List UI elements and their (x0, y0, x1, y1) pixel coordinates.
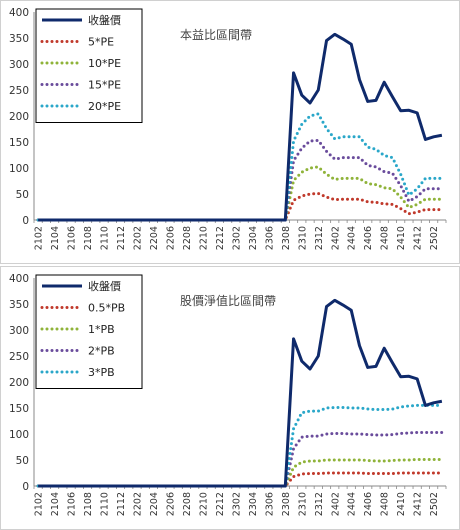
legend-box (35, 8, 143, 123)
x-tick-label: 2104 (50, 492, 61, 516)
x-tick-label: 2206 (165, 492, 176, 516)
legend-label: 3*PB (88, 366, 115, 379)
x-tick-label: 2108 (83, 492, 94, 516)
x-tick-label: 2306 (264, 492, 275, 516)
y-tick-label: 400 (9, 7, 29, 19)
legend-label: 0.5*PB (88, 302, 125, 315)
pb-band-chart-panel: 0 50 100 150 200 250 300 350 400 2102 2104 2106 210… (0, 266, 460, 530)
x-tick-label: 2312 (314, 226, 325, 250)
y-tick-label: 350 (9, 299, 29, 311)
x-tick-label: 2302 (231, 492, 242, 516)
x-tick-label: 2412 (413, 226, 424, 250)
x-tick-label: 2110 (100, 492, 111, 516)
x-tick-label: 2106 (67, 226, 78, 250)
x-tick-label: 2106 (67, 492, 78, 516)
y-tick-label: 350 (9, 33, 29, 45)
y-tick-label: 0 (22, 215, 29, 227)
series-line-2 (36, 165, 444, 222)
x-tick-label: 2310 (297, 226, 308, 250)
x-tick-label: 2202 (133, 226, 144, 250)
pe-band-chart: 0 50 100 150 200 250 300 350 400 2102 2104 2106 210… (0, 0, 460, 264)
legend-label: 20*PE (88, 100, 121, 113)
x-tick-label: 2308 (281, 492, 292, 516)
x-tick-label: 2502 (429, 492, 440, 516)
legend-label: 10*PE (88, 57, 121, 70)
legend-label: 1*PB (88, 323, 115, 336)
x-tick-label: 2412 (413, 492, 424, 516)
chart-title: 本益比區間帶 (180, 28, 252, 42)
legend-box (35, 274, 143, 389)
x-tick-label: 2404 (347, 226, 358, 250)
y-tick-label: 100 (9, 163, 29, 175)
x-tick-label: 2102 (34, 492, 45, 516)
series-line-1 (36, 471, 444, 488)
x-tick-label: 2308 (281, 226, 292, 250)
series-line-2 (36, 457, 444, 488)
x-tick-label: 2112 (116, 226, 127, 250)
y-tick-label: 300 (9, 325, 29, 337)
y-tick-label: 300 (9, 59, 29, 71)
x-tick-label: 2302 (231, 226, 242, 250)
y-tick-label: 150 (9, 137, 29, 149)
x-tick-label: 2312 (314, 492, 325, 516)
chart-title: 股價淨值比區間帶 (180, 293, 276, 308)
series-line-3 (36, 138, 444, 222)
y-tick-label: 250 (9, 85, 29, 97)
x-tick-label: 2304 (248, 226, 259, 250)
x-tick-label: 2406 (363, 492, 374, 516)
series-line-4 (36, 112, 444, 222)
y-tick-label: 200 (9, 111, 29, 123)
x-tick-label: 2204 (149, 226, 160, 250)
x-tick-label: 2408 (380, 226, 391, 250)
legend-label: 收盤價 (88, 13, 121, 27)
legend-label: 收盤價 (88, 279, 121, 293)
x-tick-label: 2408 (380, 492, 391, 516)
x-tick-label: 2102 (34, 226, 45, 250)
y-tick-label: 50 (16, 189, 29, 201)
x-tick-label: 2104 (50, 226, 61, 250)
x-tick-label: 2208 (182, 492, 193, 516)
x-tick-label: 2502 (429, 226, 440, 250)
x-tick-label: 2310 (297, 492, 308, 516)
series-line-0 (38, 298, 443, 488)
x-tick-label: 2306 (264, 226, 275, 250)
x-tick-label: 2402 (330, 226, 341, 250)
y-tick-label: 200 (9, 377, 29, 389)
x-tick-label: 2212 (215, 226, 226, 250)
x-tick-label: 2210 (198, 492, 209, 516)
y-tick-label: 400 (9, 273, 29, 285)
x-tick-label: 2110 (100, 226, 111, 250)
x-tick-label: 2210 (198, 226, 209, 250)
x-tick-label: 2208 (182, 226, 193, 250)
legend-label: 5*PE (88, 36, 114, 49)
legend-label: 2*PB (88, 345, 115, 358)
y-tick-label: 0 (22, 481, 29, 493)
pb-band-chart: 0 50 100 150 200 250 300 350 400 2102 2104 2106 210… (0, 266, 460, 530)
x-tick-label: 2202 (133, 492, 144, 516)
y-tick-label: 250 (9, 351, 29, 363)
series-line-0 (38, 32, 443, 222)
x-tick-label: 2304 (248, 492, 259, 516)
x-tick-label: 2404 (347, 492, 358, 516)
x-tick-label: 2212 (215, 492, 226, 516)
y-tick-label: 50 (16, 455, 29, 467)
pe-band-chart-panel: 0 50 100 150 200 250 300 350 400 2102 2104 2106 210… (0, 0, 460, 264)
x-tick-label: 2410 (396, 492, 407, 516)
x-tick-label: 2204 (149, 492, 160, 516)
x-tick-label: 2410 (396, 226, 407, 250)
x-tick-label: 2112 (116, 492, 127, 516)
x-tick-label: 2108 (83, 226, 94, 250)
y-tick-label: 150 (9, 403, 29, 415)
y-tick-label: 100 (9, 429, 29, 441)
legend-label: 15*PE (88, 79, 121, 92)
x-tick-label: 2406 (363, 226, 374, 250)
x-tick-label: 2402 (330, 492, 341, 516)
x-tick-label: 2206 (165, 226, 176, 250)
